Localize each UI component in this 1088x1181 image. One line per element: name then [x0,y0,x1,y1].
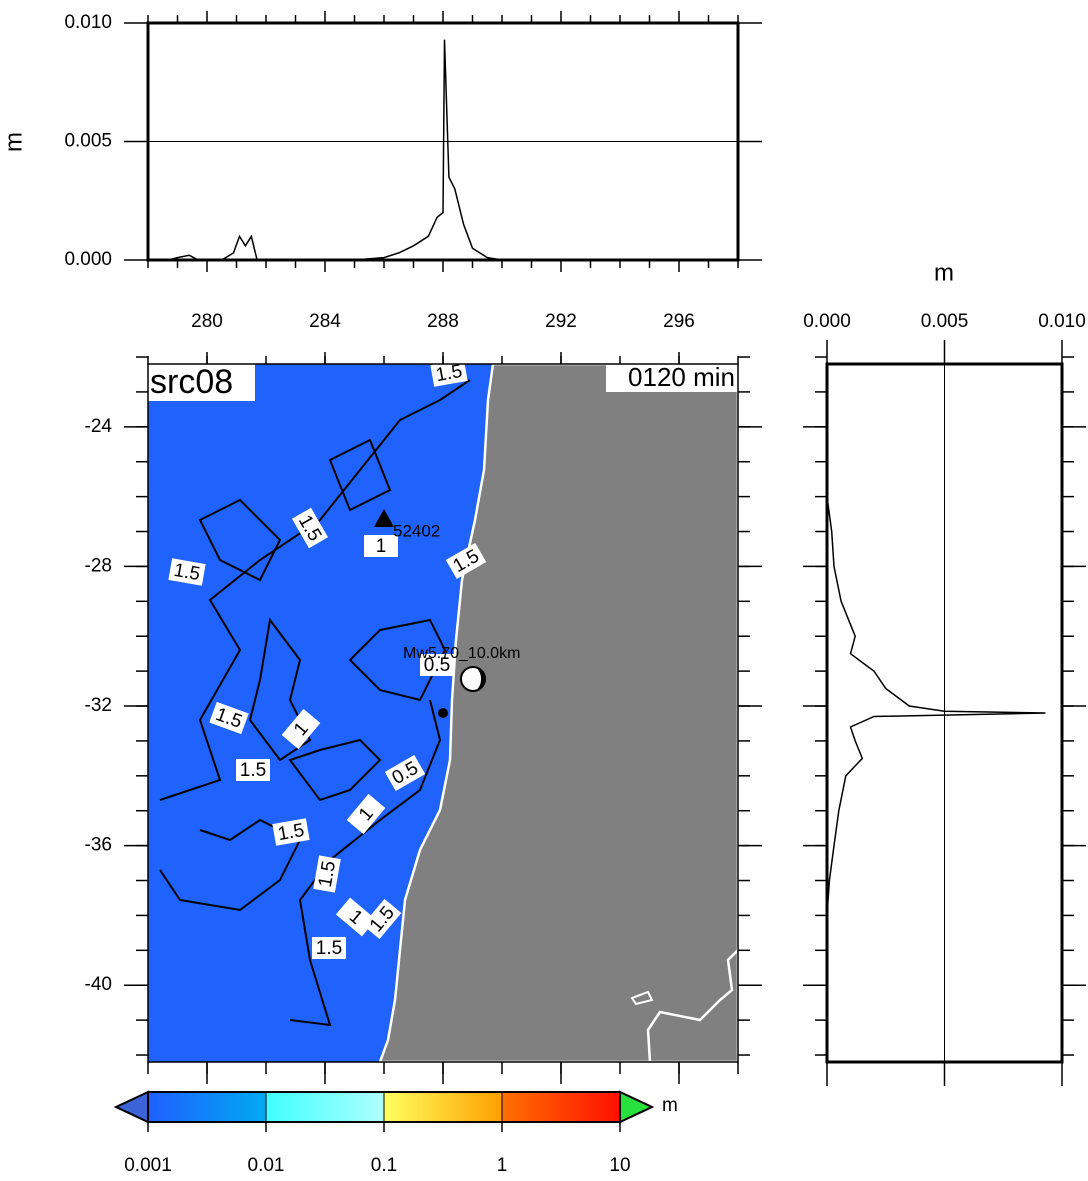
x-axis-label: m [934,259,954,286]
contour-label-text: 1.5 [276,820,306,845]
x-tick-label: 280 [191,311,223,332]
label-box [606,364,738,392]
contour-label: 1 [281,708,321,750]
station-label: 52402 [393,521,440,540]
y-tick-label: 0.010 [64,12,112,33]
colorbar-tick-label: 1 [497,1155,508,1176]
profile-line [168,39,738,261]
label-box [168,558,206,586]
x-tick-label: 296 [663,311,695,332]
contour-label: 1.5 [291,507,329,549]
label-box [420,654,454,676]
x-tick-label: 288 [427,311,459,332]
colorbar-under [113,1090,149,1124]
beachball-quad [473,667,485,691]
colorbar-tick-label: 0.001 [124,1155,172,1176]
x-tick-label: 284 [309,311,341,332]
contour-label: 1.5 [168,558,206,586]
label-box [346,793,386,835]
colorbar-segment [265,1091,385,1123]
x-tick-label: 0.010 [1038,311,1086,332]
contour [348,618,447,702]
contour-label-text: 1 [376,536,387,557]
colorbar-segment [147,1091,267,1123]
contour-label: 1 [346,793,386,835]
contour-label-text: 1.5 [434,361,464,386]
y-tick-label: -28 [85,555,112,576]
label-box [209,701,249,735]
contour-label: 1.5 [312,937,346,959]
y-tick-label: 0.005 [64,131,112,152]
y-tick-label: 0.000 [64,249,112,270]
time-label: 0120 min [628,362,735,392]
label-box [362,898,402,940]
coast [630,990,654,1006]
contour-label: 1.5 [430,361,468,387]
contour-label-text: 0.5 [424,655,450,676]
contour-label-text: 1.5 [240,760,266,781]
coast [646,949,738,1062]
contour-label-text: 1.5 [316,938,342,959]
label-box [272,818,310,846]
x-tick-label: 0.005 [921,311,969,332]
y-tick-label: -24 [85,416,113,437]
contour-label-text: 1.5 [315,859,340,889]
y-tick-label: -36 [85,835,112,856]
colorbar-over [619,1090,655,1124]
contour-label: 1 [364,535,398,557]
land [378,364,738,1062]
map-label: src08 [150,363,233,401]
plot-frame [146,21,740,262]
plot-frame [825,362,1064,1064]
colorbar-tick-label: 0.1 [371,1155,397,1176]
contour-label: 1.5 [313,855,341,893]
contour-label-text: 1.5 [172,560,202,585]
colorbar-segment [383,1091,503,1123]
contour [198,498,282,582]
colorbar-segment [501,1091,621,1123]
contour [328,438,392,512]
map-layer: 1.51.51 1.51.50.51.5 11.5 0.511.51.51 1.51.5… [148,361,738,1062]
label-box [148,364,255,401]
profile-line [826,364,1046,1062]
label-box [281,708,321,750]
colorbar-tick-label: 10 [609,1155,630,1176]
label-box [384,754,426,792]
contour-label: 0.5 [420,654,454,676]
label-box [312,937,346,959]
y-tick-label: -40 [85,974,112,995]
label-box [236,759,270,781]
x-tick-label: 0.000 [803,311,851,332]
label-box [313,855,341,893]
epicenter [438,708,448,718]
label-box [430,364,468,387]
label-box [291,507,329,549]
contour [159,379,471,801]
contour-label: 1.5 [236,759,270,781]
contour [248,617,312,762]
colorbar-unit: m [662,1095,678,1116]
colorbar-tick-label: 0.01 [248,1155,285,1176]
contour [159,818,302,912]
y-axis-label: m [0,132,27,152]
label-box [445,542,487,580]
contour-label: 1.5 [272,818,310,846]
label-box [364,535,398,557]
y-tick-label: -32 [85,695,112,716]
station-marker [374,509,394,527]
event-label: Mw5.70_10.0km [403,645,520,662]
x-tick-label: 292 [545,311,577,332]
contour [288,738,382,802]
